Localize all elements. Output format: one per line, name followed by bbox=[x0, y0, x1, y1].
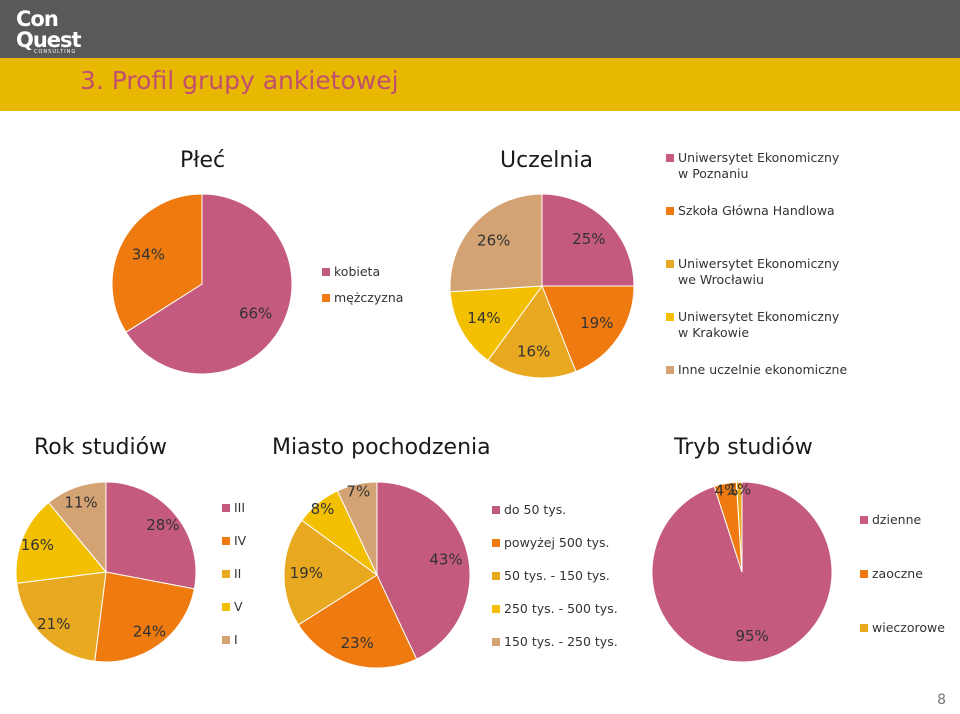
data-label-tryb-dzienne: 95% bbox=[735, 627, 768, 645]
data-label-rok-v: 16% bbox=[21, 536, 54, 554]
legend-swatch bbox=[666, 260, 674, 268]
legend-swatch bbox=[860, 570, 868, 578]
chart-title-plec: Płeć bbox=[180, 148, 226, 173]
legend-swatch bbox=[222, 603, 230, 611]
data-label-uczelnia-szko-a-g-o-wna-handlowa: 19% bbox=[580, 314, 613, 332]
legend-swatch bbox=[492, 506, 500, 514]
slice-rok-i bbox=[47, 481, 107, 574]
data-label-miasto-powyz-ej-500-tys: 23% bbox=[341, 634, 374, 652]
slice-plec-kobieta bbox=[125, 193, 293, 375]
page-title: 3. Profil grupy ankietowej bbox=[80, 66, 399, 95]
legend-label: I bbox=[234, 632, 238, 647]
data-label-rok-ii: 21% bbox=[37, 615, 70, 633]
legend-label: Uniwersytet Ekonomiczny w Krakowie bbox=[678, 309, 840, 340]
slice-uczelnia-uniwersytet-ekonomiczny-w-krakowie bbox=[449, 285, 544, 362]
data-label-miasto-150-tys-250-tys: 7% bbox=[346, 483, 370, 501]
chart-title-rok: Rok studiów bbox=[34, 435, 168, 460]
legend-swatch bbox=[222, 570, 230, 578]
legend-swatch bbox=[492, 539, 500, 547]
legend-label: Szkoła Główna Handlowa bbox=[678, 203, 835, 218]
slice-uczelnia-szko-a-g-o-wna-handlowa bbox=[541, 285, 635, 373]
legend-label: zaoczne bbox=[872, 566, 923, 581]
legend-label: V bbox=[234, 599, 243, 614]
slice-uczelnia-uniwersytet-ekonomiczny-w-poznaniu bbox=[541, 193, 635, 287]
logo-line-3: CONSULTING bbox=[34, 49, 77, 55]
legend-label: II bbox=[234, 566, 242, 581]
logo-line-2: Quest bbox=[16, 28, 82, 52]
legend-label: 150 tys. - 250 tys. bbox=[504, 634, 618, 649]
legend-label: dzienne bbox=[872, 512, 922, 527]
legend-swatch bbox=[666, 154, 674, 162]
slice-rok-ii bbox=[16, 571, 107, 662]
slice-rok-iv bbox=[94, 571, 195, 663]
data-label-tryb-zaoczne: 4% bbox=[715, 482, 739, 500]
logo-line-1: Con bbox=[16, 7, 59, 31]
chart-title-miasto: Miasto pochodzenia bbox=[272, 435, 491, 460]
slice-miasto-do-50-tys bbox=[376, 481, 471, 660]
pie-chart-uczelnia: 25% 19% 16% 14% 26% bbox=[449, 193, 635, 379]
legend-label: 50 tys. - 150 tys. bbox=[504, 568, 610, 583]
data-label-uczelnia-uniwersytet-ekonomiczny-w-poznaniu: 25% bbox=[572, 230, 605, 248]
legend-swatch bbox=[222, 636, 230, 644]
legend-label: powyżej 500 tys. bbox=[504, 535, 610, 550]
legend-swatch bbox=[860, 624, 868, 632]
data-label-uczelnia-inne-uczelnie-ekonomiczne: 26% bbox=[477, 232, 510, 250]
legend-label: mężczyzna bbox=[334, 290, 404, 305]
slice-uczelnia-inne-uczelnie-ekonomiczne bbox=[449, 193, 543, 293]
data-label-plec-me-z-czyzna: 34% bbox=[132, 246, 165, 264]
legend-swatch bbox=[492, 605, 500, 613]
data-label-rok-iii: 28% bbox=[146, 516, 179, 534]
data-label-tryb-wieczorowe: 1% bbox=[728, 480, 752, 498]
chart-title-uczelnia: Uczelnia bbox=[500, 148, 593, 173]
pie-chart-rok: 28% 24% 21% 16% 11% bbox=[15, 481, 197, 663]
pie-chart-tryb: 95% 4%1% bbox=[651, 480, 833, 663]
legend-label: IV bbox=[234, 533, 247, 548]
pie-chart-plec: 66% 34% bbox=[111, 193, 293, 375]
slice-miasto-150-tys-250-tys bbox=[336, 481, 378, 576]
data-label-miasto-250-tys-500-tys: 8% bbox=[311, 500, 335, 518]
slice-uczelnia-uniwersytet-ekonomiczny-we-wroc-awiu bbox=[487, 284, 577, 379]
top-bar: Con Quest CONSULTING bbox=[0, 0, 960, 58]
legend-swatch bbox=[860, 516, 868, 524]
legend-label: kobieta bbox=[334, 264, 381, 279]
chart-title-tryb: Tryb studiów bbox=[674, 435, 813, 460]
data-label-rok-iv: 24% bbox=[133, 623, 166, 641]
legend-label: 250 tys. - 500 tys. bbox=[504, 601, 618, 616]
slice-plec-me-z-czyzna bbox=[111, 193, 203, 333]
slice-tryb-wieczorowe bbox=[735, 481, 743, 573]
legend-swatch bbox=[666, 366, 674, 374]
slice-rok-v bbox=[15, 501, 107, 584]
legend-label: Inne uczelnie ekonomiczne bbox=[678, 362, 848, 377]
conquest-logo: Con Quest CONSULTING bbox=[16, 7, 106, 55]
data-label-uczelnia-uniwersytet-ekonomiczny-w-krakowie: 14% bbox=[467, 309, 500, 327]
slice-miasto-powyz-ej-500-tys bbox=[297, 574, 418, 669]
legend-label: III bbox=[234, 500, 246, 515]
legend-swatch bbox=[492, 572, 500, 580]
title-bar: 3. Profil grupy ankietowej bbox=[0, 58, 960, 111]
legend-swatch bbox=[322, 294, 330, 302]
legend-label: do 50 tys. bbox=[504, 502, 567, 517]
data-label-uczelnia-uniwersytet-ekonomiczny-we-wroc-awiu: 16% bbox=[517, 343, 550, 361]
page-number: 8 bbox=[937, 692, 946, 708]
legend-swatch bbox=[322, 268, 330, 276]
legend-swatch bbox=[666, 207, 674, 215]
data-label-miasto-do-50-tys: 43% bbox=[429, 551, 462, 569]
legend-label: wieczorowe bbox=[872, 620, 945, 635]
slice-rok-iii bbox=[105, 481, 197, 590]
data-label-plec-kobieta: 66% bbox=[239, 304, 272, 322]
pie-chart-miasto: 43% 23% 19% 8% 7% bbox=[283, 481, 471, 669]
legend-label: Uniwersytet Ekonomiczny we Wrocławiu bbox=[678, 256, 840, 287]
data-label-rok-i: 11% bbox=[64, 494, 97, 512]
data-label-miasto-50-tys-150-tys: 19% bbox=[290, 564, 323, 582]
legend-swatch bbox=[222, 537, 230, 545]
legend-swatch bbox=[492, 638, 500, 646]
legend-swatch bbox=[222, 504, 230, 512]
legend-swatch bbox=[666, 313, 674, 321]
legend-label: Uniwersytet Ekonomiczny w Poznaniu bbox=[678, 150, 840, 181]
slice-miasto-50-tys-150-tys bbox=[283, 519, 378, 626]
